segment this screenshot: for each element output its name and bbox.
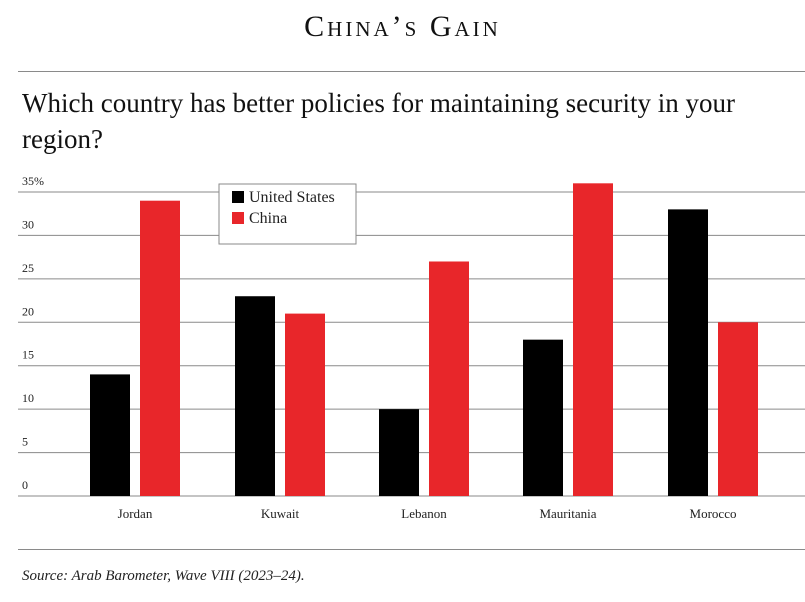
bar [90, 374, 130, 496]
y-tick-label: 20 [22, 304, 34, 318]
top-rule [18, 71, 805, 72]
legend: United States China [218, 183, 357, 245]
legend-label: United States [249, 189, 335, 206]
y-tick-label: 15 [22, 348, 34, 362]
y-tick-label: 35% [22, 174, 44, 188]
chart-kicker: China’s Gain [304, 10, 501, 43]
x-tick-label: Morocco [690, 506, 737, 521]
bars [90, 183, 758, 497]
x-tick-label: Kuwait [261, 506, 300, 521]
x-tick-label: Jordan [118, 506, 153, 521]
y-tick-label: 10 [22, 391, 34, 405]
bar [523, 339, 563, 496]
bar [379, 409, 419, 496]
legend-swatch [232, 212, 244, 224]
legend-label: China [249, 210, 287, 227]
bar [668, 209, 708, 496]
legend-swatch [232, 191, 244, 203]
bar [718, 322, 758, 496]
x-tick-label: Lebanon [401, 506, 447, 521]
y-tick-label: 25 [22, 261, 34, 275]
source-note: Source: Arab Barometer, Wave VIII (2023–… [22, 568, 305, 584]
bar [285, 313, 325, 496]
y-tick-label: 5 [22, 435, 28, 449]
bar [140, 200, 180, 496]
bottom-rule [18, 549, 805, 550]
x-tick-label: Mauritania [539, 506, 596, 521]
bar [573, 183, 613, 497]
bar [235, 296, 275, 496]
bar-chart: 0 5 10 15 20 25 30 35% Jordan Kuwait Lebanon Maurit… [18, 174, 805, 521]
y-tick-label: 30 [22, 217, 34, 231]
bar [429, 261, 469, 496]
axis-labels: 0 5 10 15 20 25 30 35% Jordan Kuwait Lebanon Maurit… [22, 174, 736, 521]
y-tick-label: 0 [22, 478, 28, 492]
chart-title: Which country has better policies for ma… [22, 88, 736, 154]
